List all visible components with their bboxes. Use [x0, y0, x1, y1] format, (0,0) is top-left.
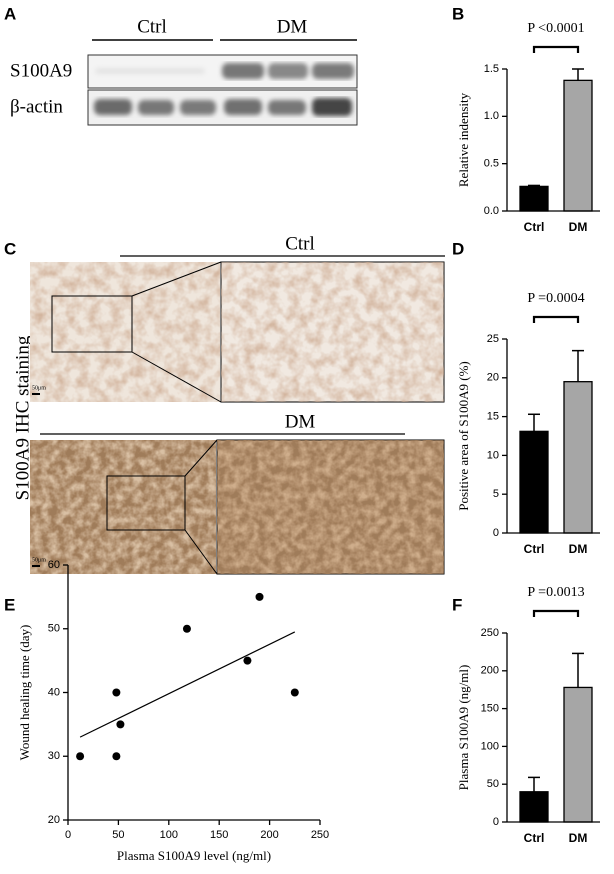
x-tick-label: 0 — [65, 829, 71, 841]
trendline — [79, 631, 296, 738]
point — [243, 656, 252, 665]
panel-label: F — [452, 595, 462, 614]
zoom-line — [184, 439, 218, 477]
blot-bands — [95, 63, 354, 79]
bar — [563, 79, 593, 212]
y-tick-label: 0.5 — [484, 158, 499, 170]
significance-bracket — [532, 45, 580, 53]
y-axis-label: Relative indensity — [456, 92, 471, 187]
annotation: P <0.0001 — [527, 21, 584, 36]
x-tick-label: 250 — [311, 829, 329, 841]
x-axis-label: Plasma S100A9 level (ng/ml) — [117, 848, 271, 863]
y-tick-label: 60 — [48, 559, 60, 571]
y-tick-label: 100 — [481, 740, 499, 752]
y-tick-label: 20 — [48, 814, 60, 826]
y-tick-label: 25 — [487, 333, 499, 345]
panel-label: B — [452, 4, 464, 23]
annotation: P =0.0004 — [527, 291, 584, 306]
zoom-box — [51, 295, 133, 353]
panel-label: D — [452, 239, 464, 258]
ihc-texture — [30, 262, 220, 402]
ihc-texture — [221, 262, 444, 402]
zoom-line — [131, 261, 222, 297]
ihc-group: Ctrl — [285, 233, 315, 254]
y-tick-label: 15 — [487, 411, 499, 423]
ihc-side-label: S100A9 IHC staining — [12, 335, 33, 500]
point — [182, 624, 191, 633]
y-tick-label: 150 — [481, 703, 499, 715]
x-tick-label: 150 — [210, 829, 228, 841]
point — [290, 688, 299, 697]
y-tick-label: 50 — [487, 778, 499, 790]
panel-label: C — [4, 239, 16, 258]
y-tick-label: 20 — [487, 372, 499, 384]
point — [255, 592, 264, 601]
point — [76, 752, 85, 761]
bar — [519, 185, 549, 212]
blot-row: S100A9 — [10, 60, 72, 81]
annotation: P =0.0013 — [527, 585, 584, 600]
y-tick-label: 0 — [493, 816, 499, 828]
y-tick-label: 200 — [481, 665, 499, 677]
bar — [519, 791, 549, 823]
significance-bracket — [532, 609, 580, 617]
zoom-box — [106, 475, 186, 531]
x-tick-label: 100 — [160, 829, 178, 841]
blot-group: DM — [277, 16, 308, 37]
scale-label: 50μm — [32, 385, 46, 391]
zoom-line — [131, 351, 222, 403]
point — [116, 720, 125, 729]
y-tick-label: 50 — [48, 623, 60, 635]
panel-label: E — [4, 595, 15, 614]
y-tick-label: 40 — [48, 686, 60, 698]
blot-row: β-actin — [10, 96, 63, 117]
x-tick-label: DM — [569, 831, 588, 845]
y-tick-label: 10 — [487, 449, 499, 461]
y-tick-label: 5 — [493, 488, 499, 500]
x-tick-label: DM — [569, 542, 588, 556]
x-tick-label: Ctrl — [524, 831, 545, 845]
bar — [563, 381, 593, 534]
scale-label: 50μm — [32, 557, 46, 563]
y-tick-label: 30 — [48, 750, 60, 762]
x-tick-label: DM — [569, 220, 588, 234]
blot-bands — [94, 98, 352, 116]
y-tick-label: 0.0 — [484, 205, 499, 217]
panel-label: A — [4, 4, 16, 23]
point — [112, 752, 121, 761]
bar — [519, 430, 549, 534]
x-tick-label: Ctrl — [524, 220, 545, 234]
zoom-line — [184, 529, 218, 575]
ihc-group: DM — [285, 411, 316, 432]
y-tick-label: 0 — [493, 527, 499, 539]
y-axis-label: Plasma S100A9 (ng/ml) — [456, 665, 471, 791]
bar — [563, 686, 593, 823]
point — [112, 688, 121, 697]
y-tick-label: 1.5 — [484, 63, 499, 75]
x-tick-label: Ctrl — [524, 542, 545, 556]
y-tick-label: 1.0 — [484, 110, 499, 122]
y-axis-label: Positive area of S100A9 (%) — [456, 361, 471, 510]
ihc-texture — [217, 440, 444, 574]
significance-bracket — [532, 315, 580, 323]
x-tick-label: 50 — [112, 829, 124, 841]
x-tick-label: 200 — [260, 829, 278, 841]
ihc-texture — [30, 440, 216, 574]
y-tick-label: 250 — [481, 627, 499, 639]
y-axis-label: Wound healing time (day) — [17, 625, 32, 761]
blot-group: Ctrl — [137, 16, 167, 37]
